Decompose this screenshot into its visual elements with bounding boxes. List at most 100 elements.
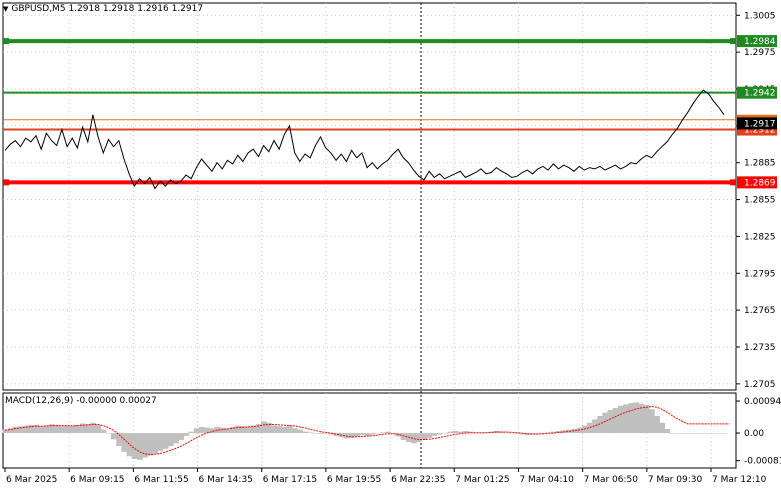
macd-bar <box>54 424 60 434</box>
macd-bar <box>69 426 76 433</box>
macd-bar <box>442 433 448 434</box>
macd-bar <box>643 405 650 433</box>
price-label: 1.2735 <box>744 343 776 353</box>
macd-bar <box>721 433 728 434</box>
time-label: 6 Mar 14:35 <box>199 475 253 485</box>
time-label: 7 Mar 06:50 <box>584 475 639 485</box>
level-price-label: 1.2869 <box>744 178 776 188</box>
price-label: 1.2855 <box>744 196 776 206</box>
macd-bar <box>12 426 19 433</box>
macd-tick-label: -0.00081 <box>744 457 781 467</box>
macd-bar <box>307 432 314 434</box>
macd-bar <box>214 426 221 433</box>
macd-bar <box>111 433 117 440</box>
macd-bar <box>59 426 65 433</box>
macd-bar <box>705 433 712 434</box>
time-label: 6 Mar 22:35 <box>391 475 445 485</box>
macd-signal-line <box>4 405 730 456</box>
low-value: 1.2916 <box>137 4 169 14</box>
macd-bar <box>638 403 645 434</box>
macd-bar <box>380 432 386 434</box>
macd-bar <box>105 433 112 434</box>
macd-bar <box>416 433 422 442</box>
macd-bar <box>64 425 71 434</box>
macd-bar <box>255 424 262 434</box>
macd-bar <box>162 433 169 449</box>
macd-bar <box>276 426 283 433</box>
macd-bar <box>690 433 697 434</box>
time-label: 7 Mar 09:30 <box>648 475 703 485</box>
macd-bar <box>142 433 148 458</box>
price-label: 1.2765 <box>744 306 776 316</box>
macd-bar <box>530 433 536 435</box>
macd-bar <box>674 433 681 434</box>
macd-bar <box>571 429 578 434</box>
current-price-label: 1.2917 <box>744 119 776 129</box>
level-handle-left[interactable] <box>3 179 9 186</box>
macd-bar <box>121 433 128 452</box>
level-handle-right[interactable] <box>730 179 736 186</box>
macd-bar <box>478 433 484 434</box>
time-label: 6 Mar 19:55 <box>327 475 381 485</box>
macd-bar <box>700 433 707 434</box>
macd-bar <box>364 433 371 436</box>
macd-bar <box>178 433 184 440</box>
macd-bar <box>400 433 407 440</box>
macd-bar <box>28 424 34 434</box>
macd-bar <box>136 433 143 460</box>
price-label: 1.2825 <box>744 232 776 242</box>
macd-bar <box>519 433 526 435</box>
level-handle-left[interactable] <box>3 38 9 45</box>
price-series-line <box>4 89 725 190</box>
macd-bar <box>535 433 541 434</box>
macd-bar <box>323 433 329 434</box>
macd-bar <box>131 433 138 459</box>
macd-bar <box>224 428 231 434</box>
dropdown-triangle-icon[interactable]: ▼ <box>3 5 9 13</box>
macd-bar <box>654 416 660 433</box>
level-price-tag <box>737 35 777 48</box>
macd-bar <box>390 433 397 434</box>
macd-bar <box>447 431 453 434</box>
macd-bar <box>633 402 640 433</box>
macd-bar <box>685 433 691 434</box>
macd-header: MACD(12,26,9) -0.00000 0.00027 <box>5 396 157 406</box>
macd-bar <box>333 433 340 436</box>
open-value: 1.2918 <box>68 4 100 14</box>
macd-bar <box>349 433 355 438</box>
macd-bar <box>49 424 55 434</box>
macd-bar <box>550 431 557 434</box>
macd-bar <box>80 423 86 433</box>
macd-bar <box>426 433 433 438</box>
current-price-tag <box>737 117 777 130</box>
macd-bar <box>628 403 634 434</box>
macd-bar <box>328 433 334 435</box>
macd-bar <box>649 409 655 433</box>
macd-bar <box>126 433 133 457</box>
macd-bar <box>597 416 603 433</box>
macd-bar <box>493 431 500 433</box>
macd-bar <box>664 429 671 434</box>
macd-bar <box>230 426 236 433</box>
macd-bar <box>245 426 252 433</box>
macd-bar <box>74 424 81 434</box>
time-label: 7 Mar 12:10 <box>712 475 767 485</box>
macd-bar <box>680 433 686 434</box>
macd-bar <box>183 433 190 436</box>
macd-bar <box>411 433 417 444</box>
macd-bar <box>90 422 96 433</box>
macd-bar <box>509 433 515 434</box>
level-price-tag <box>737 123 777 136</box>
macd-bar <box>297 429 303 433</box>
level-handle-right[interactable] <box>730 38 736 45</box>
macd-bar <box>431 433 438 436</box>
macd-bar <box>38 426 45 433</box>
macd-bar <box>607 409 614 434</box>
macd-bar <box>43 425 50 434</box>
macd-bar <box>2 429 9 433</box>
macd-bar <box>669 433 676 434</box>
macd-bar <box>250 425 257 434</box>
macd-bar <box>209 428 215 434</box>
